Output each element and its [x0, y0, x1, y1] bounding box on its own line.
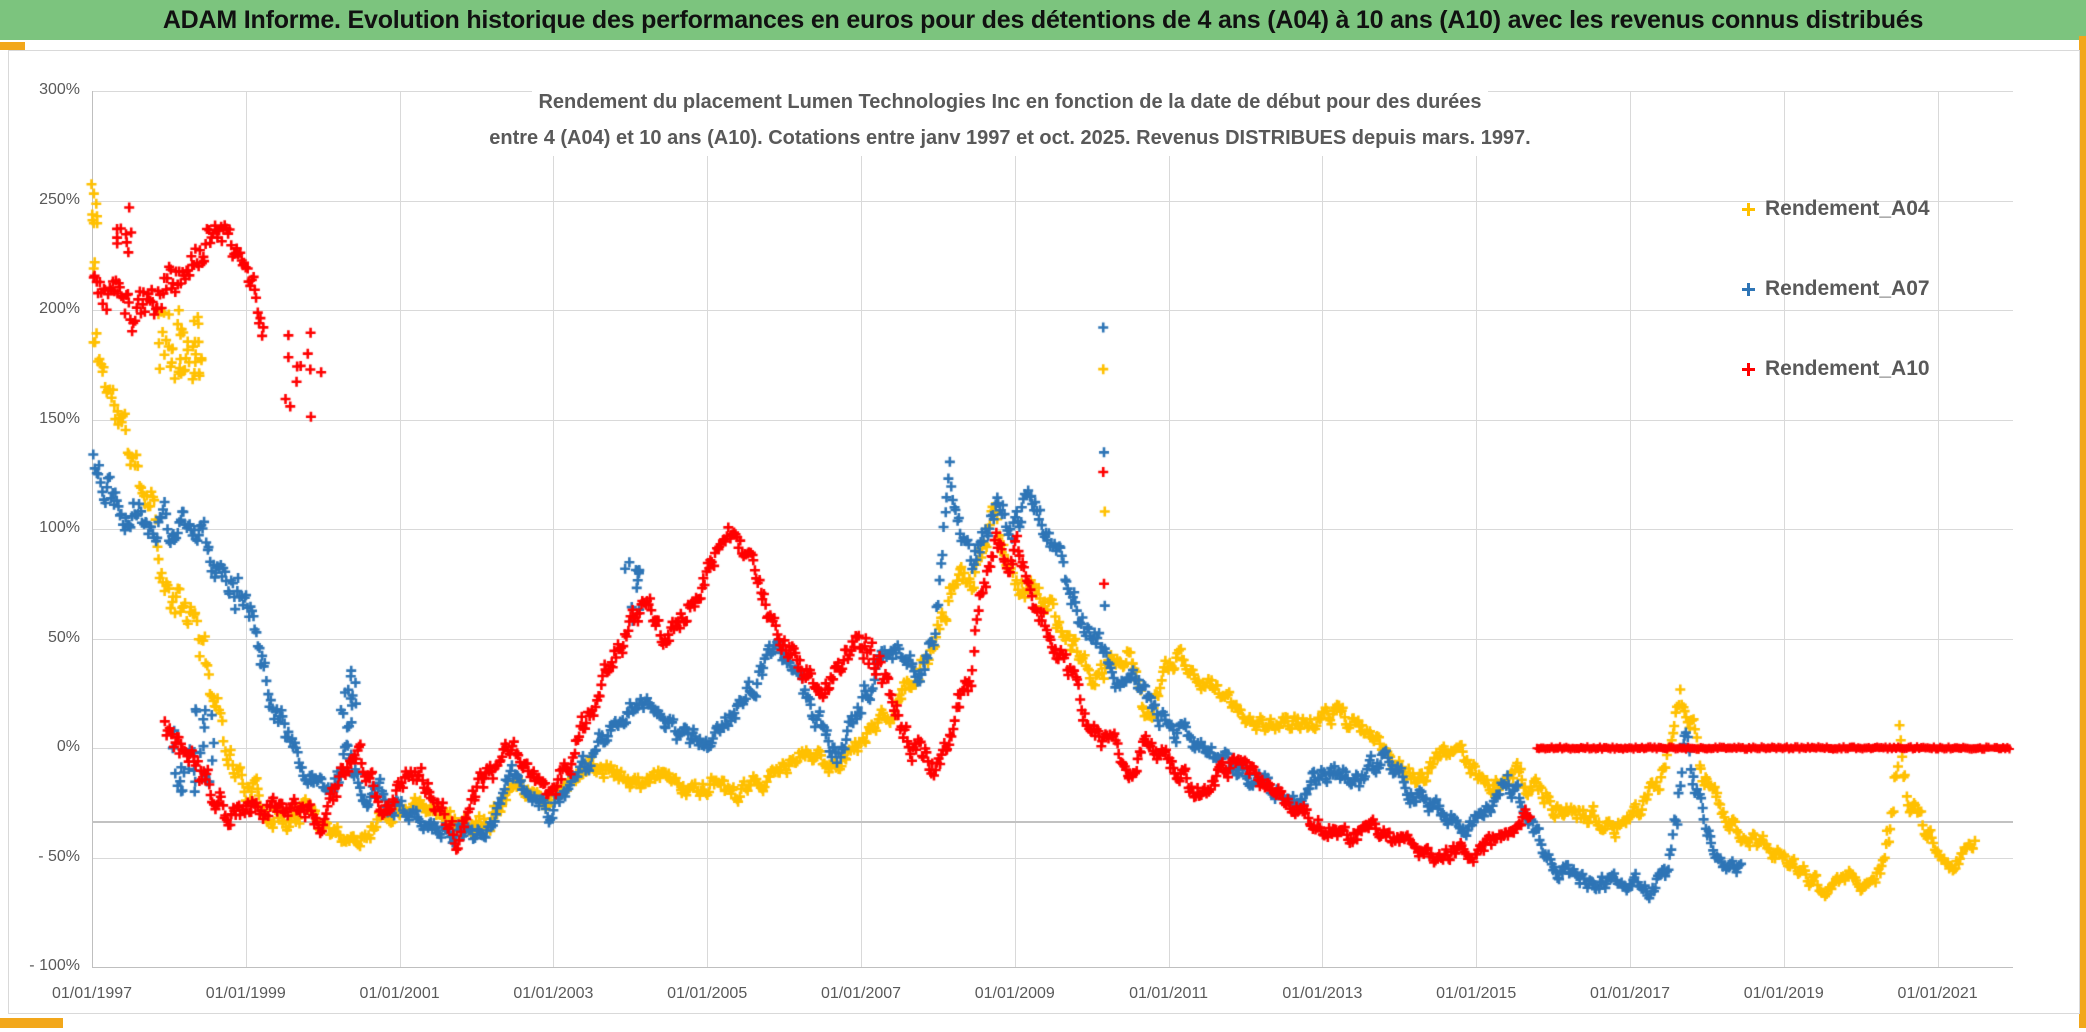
- legend-item-Rendement_A10: Rendement_A10: [1742, 356, 1930, 382]
- chart-title-line-1: Rendement du placement Lumen Technologie…: [532, 84, 1488, 120]
- legend: Rendement_A04 Rendement_A07 Rendement_A10: [1742, 196, 1930, 436]
- plus-marker-icon: [1742, 202, 1755, 216]
- plus-marker-icon: [1742, 362, 1755, 376]
- legend-item-Rendement_A04: Rendement_A04: [1742, 196, 1930, 222]
- plus-marker-icon: [1742, 282, 1755, 296]
- legend-label: Rendement_A10: [1765, 357, 1930, 380]
- chart-title: Rendement du placement Lumen Technologie…: [380, 84, 1640, 156]
- legend-label: Rendement_A07: [1765, 277, 1930, 300]
- legend-label: Rendement_A04: [1765, 197, 1930, 220]
- legend-item-Rendement_A07: Rendement_A07: [1742, 276, 1930, 302]
- chart-title-line-2: entre 4 (A04) et 10 ans (A10). Cotations…: [483, 120, 1537, 156]
